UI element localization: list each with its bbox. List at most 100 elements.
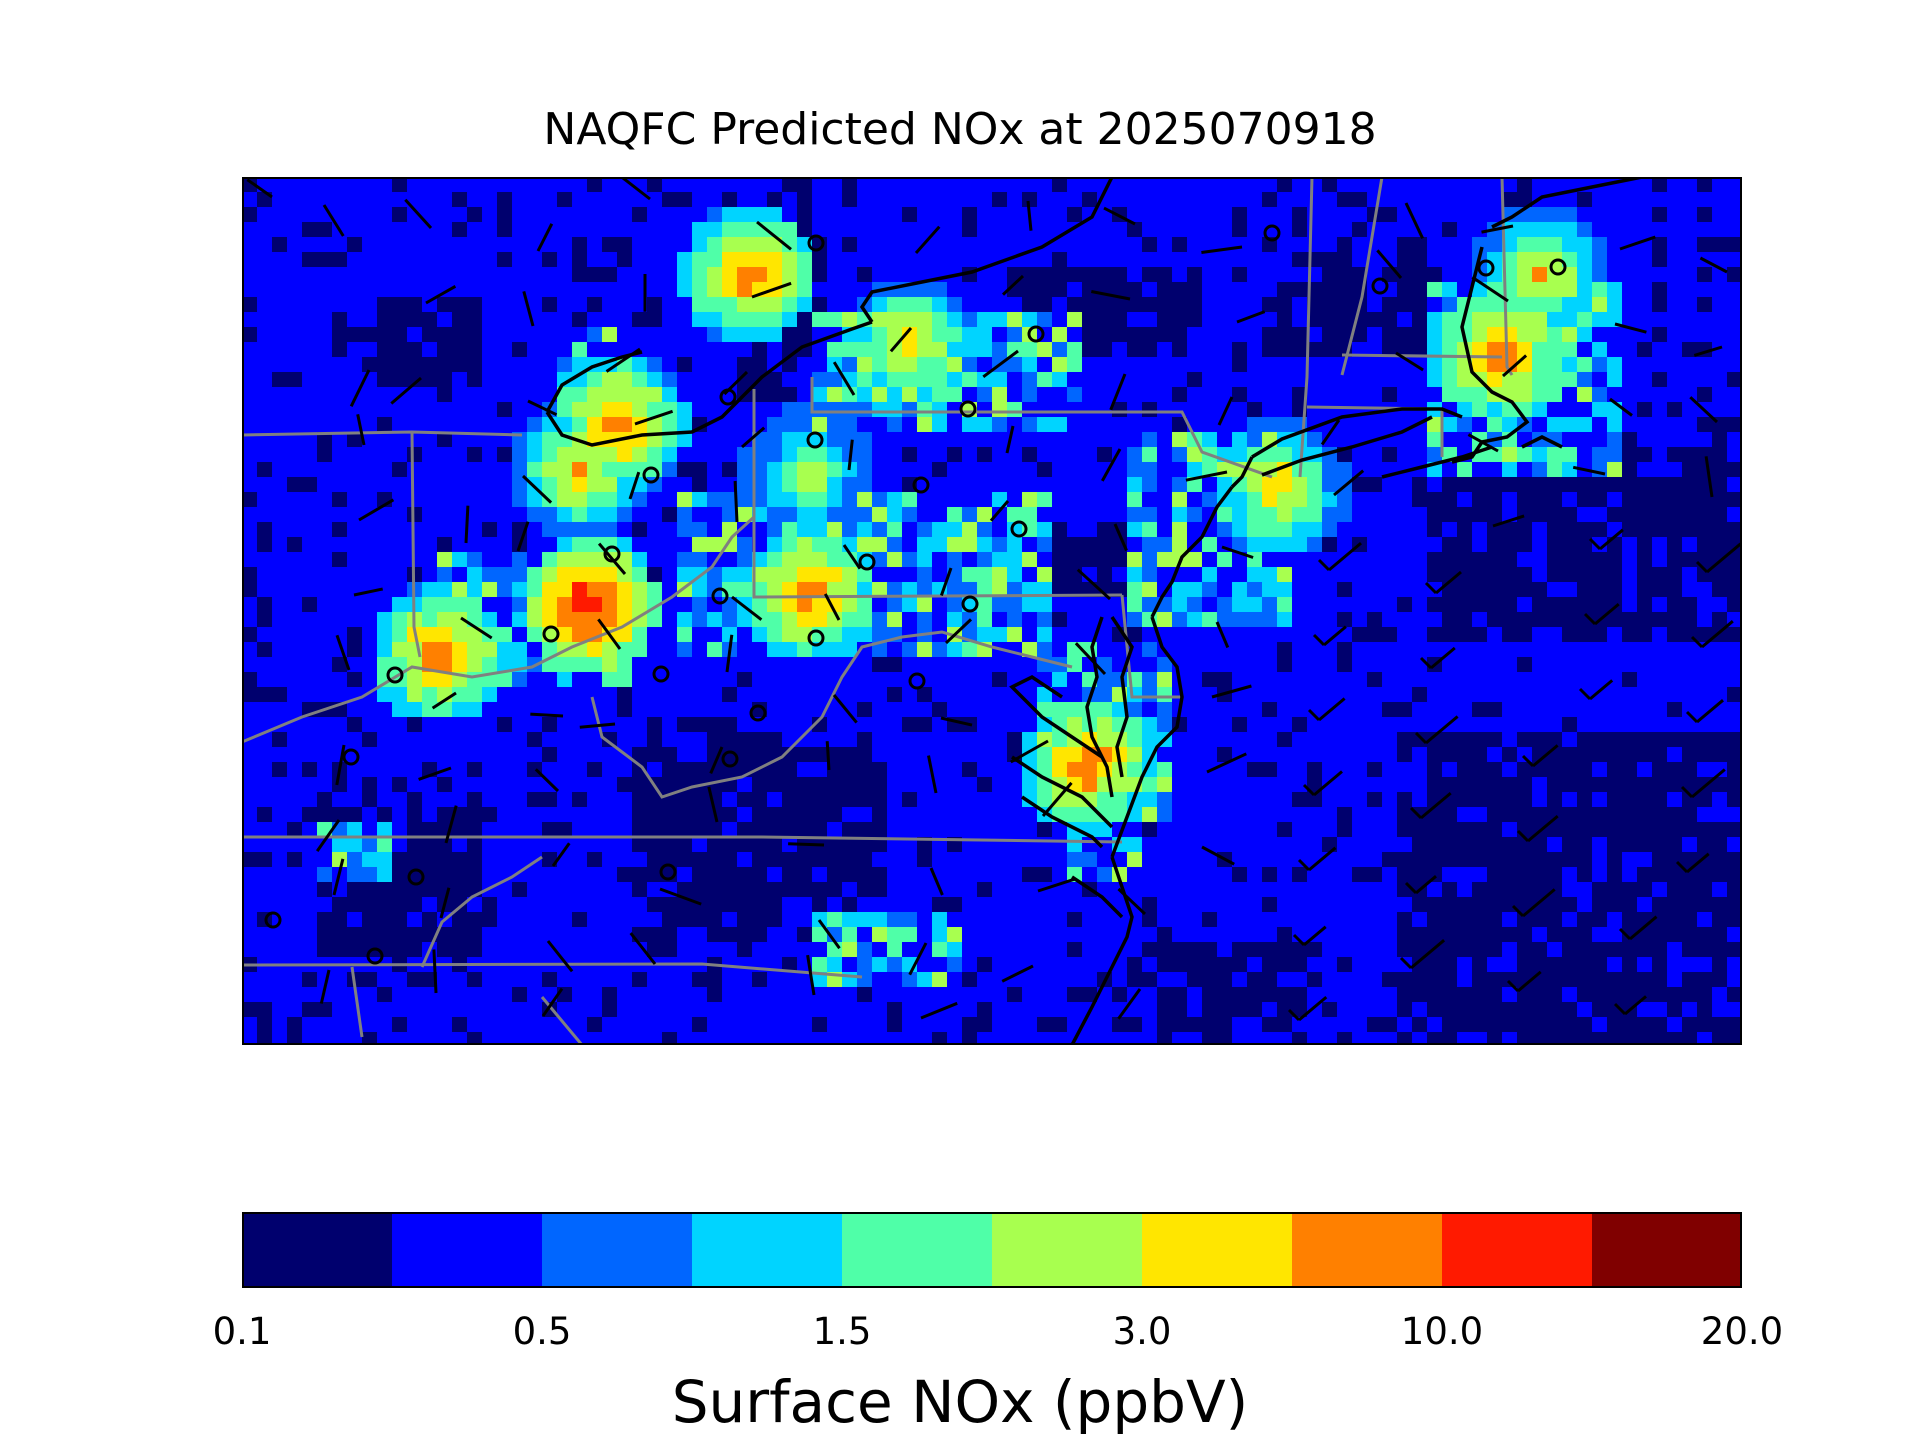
wind-barb: [1215, 621, 1230, 649]
wind-barb: [1415, 875, 1437, 895]
wind-barb: [1699, 256, 1728, 274]
wind-barb: [628, 471, 641, 500]
wind-barb: [725, 634, 734, 673]
wind-barb: [1589, 679, 1614, 701]
wind-barb: [1318, 697, 1346, 722]
wind-barb: [1517, 970, 1542, 993]
monitor-site: [659, 863, 677, 881]
wind-barb: [1298, 995, 1328, 1022]
wind-barb: [1001, 964, 1034, 983]
colorbar-swatch: [542, 1212, 693, 1288]
wind-barb: [1680, 785, 1694, 799]
nox-field: [242, 177, 1742, 1045]
monitor-site: [908, 672, 926, 690]
monitor-site: [807, 234, 825, 252]
wind-barb: [1185, 470, 1228, 482]
monitor-site: [721, 750, 739, 768]
coastline: [545, 177, 1643, 1045]
wind-barb: [1599, 528, 1624, 551]
wind-barb: [332, 858, 345, 896]
wind-barb: [929, 867, 944, 896]
colorbar-swatch: [1442, 1212, 1593, 1288]
monitor-site: [1477, 259, 1495, 277]
monitor-site: [1549, 258, 1567, 276]
wind-barb: [1686, 852, 1710, 874]
colorbar-swatch: [992, 1212, 1143, 1288]
wind-barb: [982, 349, 1019, 379]
wind-barb: [1696, 699, 1724, 724]
wind-barb: [1091, 290, 1131, 301]
wind-barb: [353, 587, 384, 597]
wind-barb: [1693, 345, 1723, 357]
wind-barb: [390, 376, 422, 405]
wind-barb: [534, 768, 560, 793]
wind-barb: [1236, 310, 1266, 324]
wind-barb: [756, 220, 792, 251]
wind-barb: [751, 281, 792, 299]
wind-barb: [1287, 1008, 1301, 1022]
wind-barb: [1410, 939, 1446, 970]
wind-barb: [1685, 710, 1699, 724]
colorbar-tick: 20.0: [1700, 1310, 1784, 1353]
wind-barb: [1695, 560, 1709, 574]
wind-barb: [322, 204, 345, 237]
monitor-site: [711, 587, 729, 605]
wind-barb: [1430, 646, 1456, 670]
wind-barb: [1323, 625, 1347, 647]
wind-barb: [527, 399, 558, 417]
colorbar-swatch: [1592, 1212, 1742, 1288]
monitor-site: [858, 553, 876, 571]
monitor-site: [1371, 277, 1389, 295]
monitor-site: [807, 629, 825, 647]
wind-barb: [1317, 558, 1331, 572]
monitor-site: [1027, 325, 1045, 343]
wind-barb: [530, 712, 564, 718]
wind-barb: [1471, 275, 1509, 303]
wind-barbs: [246, 177, 1742, 1022]
colorbar-tick: 3.0: [1112, 1310, 1172, 1353]
wind-barb: [1395, 351, 1424, 372]
monitor-site: [386, 666, 404, 684]
wind-barb: [1313, 770, 1343, 797]
wind-barb: [1201, 245, 1243, 254]
wind-barb: [1619, 235, 1656, 251]
colorbar-swatch: [1292, 1212, 1443, 1288]
monitor-site: [1010, 520, 1028, 538]
colorbar: [242, 1212, 1742, 1288]
monitor-site: [749, 704, 767, 722]
wind-barb: [806, 954, 816, 996]
wind-barb: [1333, 469, 1365, 497]
wind-barb: [1005, 425, 1015, 454]
monitor-site: [959, 400, 977, 418]
wind-barb: [1302, 783, 1316, 797]
monitor-site: [642, 466, 660, 484]
wind-barb: [1211, 684, 1252, 699]
wind-barb: [927, 755, 938, 794]
wind-barb: [1420, 791, 1452, 820]
wind-barb: [1117, 988, 1142, 1020]
colorbar-swatch: [242, 1212, 393, 1288]
colorbar-tick: 0.5: [512, 1310, 572, 1353]
wind-barb: [1414, 731, 1428, 745]
wind-barb: [1001, 274, 1025, 296]
wind-barb: [920, 1001, 958, 1020]
wind-barb: [1419, 656, 1433, 670]
wind-barb: [551, 842, 571, 867]
wind-barb: [1521, 754, 1535, 768]
wind-barb: [1629, 915, 1658, 941]
wind-barb: [358, 498, 395, 522]
wind-barb: [1103, 206, 1136, 226]
wind-barb: [1701, 620, 1734, 649]
map-frame: [242, 177, 1742, 1045]
monitor-site: [1263, 224, 1281, 242]
wind-barb: [1206, 752, 1247, 774]
monitor-site: [366, 947, 384, 965]
wind-barb: [1376, 249, 1403, 279]
wind-barb: [1109, 373, 1127, 411]
wind-barb: [1404, 881, 1418, 895]
wind-barb: [432, 949, 438, 994]
wind-barb: [1435, 570, 1462, 595]
monitor-site: [542, 625, 560, 643]
wind-barb: [1572, 465, 1606, 476]
wind-barb: [1614, 322, 1647, 334]
